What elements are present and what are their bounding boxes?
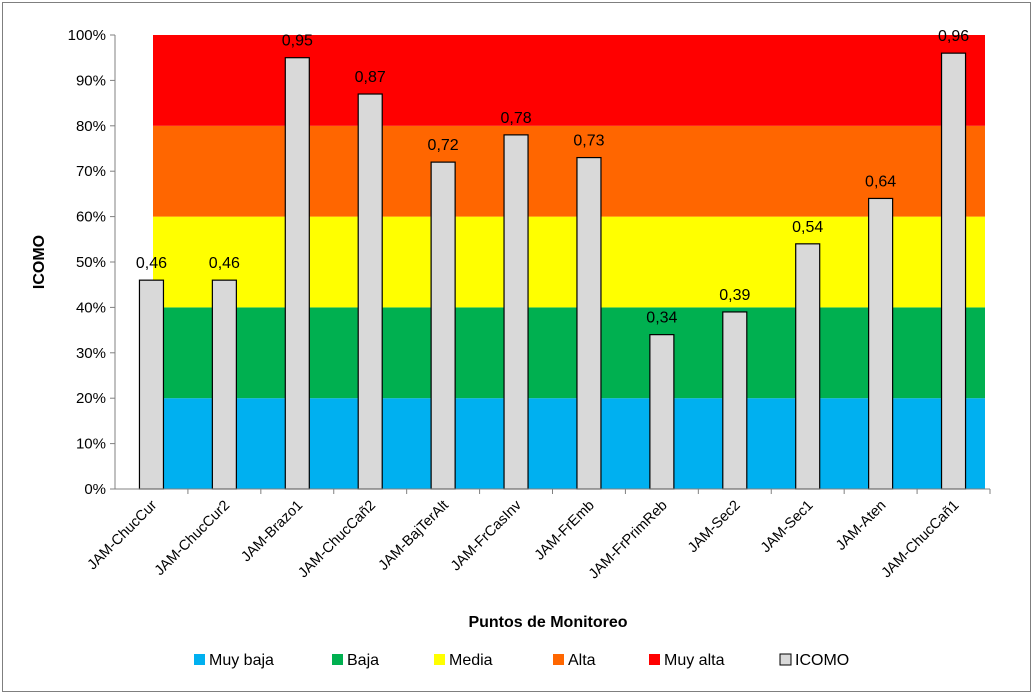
- x-tick-label-9: JAM-Sec1: [758, 498, 817, 557]
- x-tick-label-5: JAM-FrCasInv: [448, 497, 525, 574]
- bar-3: [357, 93, 383, 490]
- band-1: [153, 307, 985, 399]
- data-label-7: 0,34: [646, 310, 677, 327]
- y-tick-label: 100%: [68, 27, 106, 44]
- x-tick-label-8: JAM-Sec2: [685, 498, 744, 557]
- legend-swatch-0: [194, 654, 205, 665]
- y-tick-label: 20%: [76, 390, 106, 407]
- x-axis-title: Puntos de Monitoreo: [468, 614, 627, 631]
- band-2: [153, 216, 985, 308]
- band-0: [153, 398, 985, 489]
- bar-5: [503, 134, 529, 490]
- y-tick-label: 10%: [76, 436, 106, 453]
- category-bands: [153, 35, 985, 489]
- x-tick-label-1: JAM-ChucCur2: [152, 498, 233, 579]
- legend-swatch-1: [332, 654, 343, 665]
- legend: Muy baja Baja Media Alta Muy alta ICOMO: [194, 652, 849, 669]
- data-label-9: 0,54: [792, 219, 823, 236]
- bar-7: [649, 334, 675, 490]
- legend-swatch-5: [779, 653, 792, 666]
- legend-label-0: Muy baja: [209, 652, 274, 669]
- x-tick-label-10: JAM-Aten: [833, 498, 889, 554]
- data-label-5: 0,78: [500, 110, 531, 127]
- data-label-0: 0,46: [136, 255, 167, 272]
- x-tick-label-2: JAM-Brazo1: [238, 498, 306, 566]
- bar-0: [138, 279, 165, 490]
- legend-label-5: ICOMO: [795, 652, 849, 669]
- bar-1: [211, 279, 237, 490]
- data-label-11: 0,96: [938, 28, 969, 45]
- legend-swatch-4: [649, 654, 660, 665]
- data-label-3: 0,87: [355, 69, 386, 86]
- y-axis-title: ICOMO: [31, 235, 48, 289]
- x-tick-label-0: JAM-ChucCur: [85, 497, 161, 573]
- band-4: [153, 35, 985, 126]
- x-tick-label-7: JAM-FrPrimReb: [586, 498, 671, 583]
- bar-8: [722, 311, 748, 490]
- data-label-1: 0,46: [209, 255, 240, 272]
- y-tick-label: 90%: [76, 72, 106, 89]
- y-tick-label: 60%: [76, 209, 106, 226]
- y-tick-label: 40%: [76, 299, 106, 316]
- bars: [138, 52, 967, 490]
- y-axis: 0% 10% 20% 30% 40% 50% 60% 70% 80% 90% 100%: [68, 27, 116, 498]
- bar-10: [868, 197, 894, 490]
- bar-9: [795, 243, 821, 490]
- legend-label-4: Muy alta: [664, 652, 725, 669]
- y-tick-label: 80%: [76, 118, 106, 135]
- data-label-4: 0,72: [428, 137, 459, 154]
- bar-2: [284, 57, 310, 490]
- data-label-6: 0,73: [573, 133, 604, 150]
- x-tick-label-4: JAM-BajTerAlt: [376, 498, 452, 574]
- data-label-8: 0,39: [719, 287, 750, 304]
- legend-label-3: Alta: [568, 652, 596, 669]
- y-tick-label: 30%: [76, 345, 106, 362]
- data-label-2: 0,95: [282, 33, 313, 50]
- y-tick-label: 50%: [76, 254, 106, 271]
- x-tick-label-3: JAM-ChucCañ2: [295, 498, 379, 582]
- bar-6: [576, 156, 602, 490]
- band-3: [153, 125, 985, 217]
- y-tick-label: 70%: [76, 163, 106, 180]
- x-tick-label-6: JAM-FrEmb: [532, 498, 598, 564]
- data-label-10: 0,64: [865, 173, 896, 190]
- x-tick-label-11: JAM-ChucCañ1: [879, 498, 963, 582]
- y-tick-label: 0%: [84, 481, 106, 498]
- legend-label-1: Baja: [347, 652, 379, 669]
- data-labels: 0,46 0,46 0,95 0,87 0,72 0,78 0,73 0,34 0,39 0,54…: [136, 28, 969, 326]
- legend-label-2: Media: [449, 652, 493, 669]
- bar-4: [430, 161, 456, 490]
- bar-11: [940, 52, 967, 490]
- legend-swatch-3: [553, 654, 564, 665]
- legend-swatch-2: [434, 654, 445, 665]
